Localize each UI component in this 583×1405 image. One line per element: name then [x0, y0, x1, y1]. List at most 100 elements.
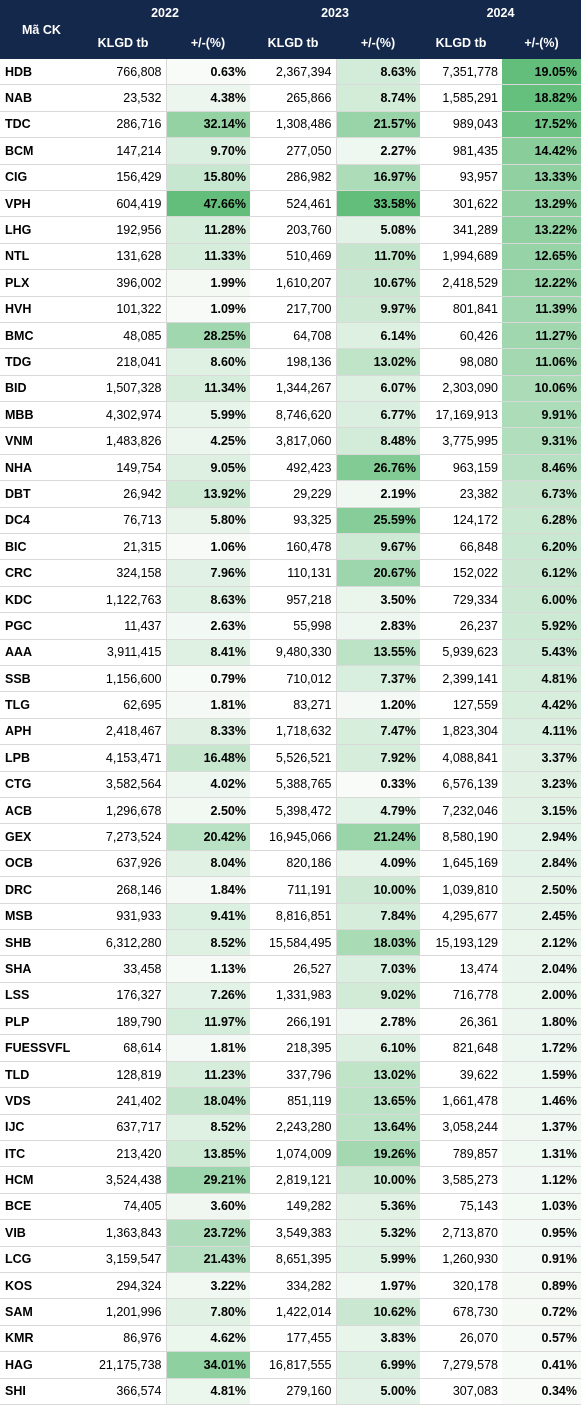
cell-volume-2024: 4,295,677 — [420, 903, 502, 930]
cell-change-2023: 4.09% — [335, 850, 420, 878]
cell-change-2023: 10.00% — [335, 1166, 420, 1194]
cell-volume-2022: 396,002 — [80, 269, 166, 297]
cell-change-2022: 4.25% — [165, 427, 250, 455]
cell-change-2022: 5.80% — [165, 507, 250, 535]
table-row: ACB 1,296,678 2.50% 5,398,472 4.79% 7,232,046… — [0, 797, 581, 825]
cell-code: IJC — [0, 1114, 80, 1142]
cell-change-2024: 2.12% — [502, 929, 581, 957]
cell-volume-2022: 131,628 — [80, 243, 166, 271]
cell-volume-2024: 4,088,841 — [420, 744, 502, 772]
cell-volume-2023: 8,746,620 — [250, 401, 336, 429]
cell-change-2022: 8.52% — [165, 929, 250, 957]
cell-change-2023: 7.84% — [335, 903, 420, 930]
cell-code: SHA — [0, 955, 80, 983]
cell-change-2024: 0.89% — [502, 1272, 581, 1300]
cell-change-2023: 25.59% — [335, 507, 420, 535]
table-row: LHG 192,956 11.28% 203,760 5.08% 341,289 13.22… — [0, 216, 581, 244]
cell-volume-2022: 218,041 — [80, 348, 166, 376]
cell-volume-2023: 1,308,486 — [250, 111, 336, 139]
cell-change-2022: 9.05% — [165, 454, 250, 482]
table-row: KOS 294,324 3.22% 334,282 1.97% 320,178 0.89% — [0, 1272, 581, 1300]
table-row: TLD 128,819 11.23% 337,796 13.02% 39,622 1.59% — [0, 1061, 581, 1089]
cell-volume-2024: 821,648 — [420, 1034, 502, 1062]
cell-change-2022: 32.14% — [165, 111, 250, 139]
header-pct-2024: +/-(%) — [502, 26, 581, 59]
cell-code: GEX — [0, 823, 80, 851]
cell-code: VNM — [0, 427, 80, 455]
cell-change-2024: 17.52% — [502, 111, 581, 139]
cell-code: TLG — [0, 691, 80, 719]
cell-change-2022: 28.25% — [165, 322, 250, 350]
cell-change-2022: 9.41% — [165, 903, 250, 930]
cell-change-2024: 12.65% — [502, 243, 581, 271]
cell-volume-2022: 286,716 — [80, 111, 166, 139]
table-row: PGC 11,437 2.63% 55,998 2.83% 26,237 5.92% — [0, 612, 581, 640]
cell-change-2023: 2.27% — [335, 137, 420, 165]
cell-volume-2022: 366,574 — [80, 1378, 166, 1405]
cell-change-2023: 0.33% — [335, 771, 420, 798]
cell-change-2024: 1.31% — [502, 1140, 581, 1168]
cell-change-2023: 10.67% — [335, 269, 420, 297]
cell-volume-2024: 989,043 — [420, 111, 502, 139]
cell-volume-2022: 156,429 — [80, 164, 166, 191]
cell-change-2023: 7.47% — [335, 718, 420, 746]
cell-code: MSB — [0, 903, 80, 930]
cell-volume-2023: 851,119 — [250, 1087, 336, 1115]
cell-volume-2024: 3,058,244 — [420, 1114, 502, 1142]
cell-change-2024: 0.72% — [502, 1298, 581, 1326]
cell-volume-2023: 64,708 — [250, 322, 336, 350]
cell-volume-2024: 307,083 — [420, 1378, 502, 1405]
cell-volume-2024: 1,645,169 — [420, 850, 502, 878]
cell-change-2022: 11.34% — [165, 375, 250, 403]
cell-change-2024: 12.22% — [502, 269, 581, 297]
cell-change-2023: 2.83% — [335, 612, 420, 640]
cell-change-2024: 11.27% — [502, 322, 581, 350]
cell-code: SAM — [0, 1298, 80, 1326]
cell-volume-2024: 23,382 — [420, 480, 502, 508]
cell-code: KDC — [0, 586, 80, 614]
cell-volume-2024: 2,399,141 — [420, 665, 502, 693]
table-row: PLX 396,002 1.99% 1,610,207 10.67% 2,418,529 1… — [0, 269, 581, 297]
cell-change-2022: 21.43% — [165, 1246, 250, 1273]
cell-change-2024: 10.06% — [502, 375, 581, 403]
cell-change-2024: 13.22% — [502, 216, 581, 244]
cell-change-2023: 2.19% — [335, 480, 420, 508]
cell-code: AAA — [0, 639, 80, 666]
cell-change-2022: 8.60% — [165, 348, 250, 376]
table-row: CTG 3,582,564 4.02% 5,388,765 0.33% 6,576,139… — [0, 771, 581, 798]
cell-change-2023: 7.37% — [335, 665, 420, 693]
cell-change-2023: 26.76% — [335, 454, 420, 482]
cell-volume-2023: 492,423 — [250, 454, 336, 482]
cell-code: NTL — [0, 243, 80, 271]
cell-volume-2023: 711,191 — [250, 876, 336, 904]
cell-volume-2022: 189,790 — [80, 1008, 166, 1036]
cell-change-2024: 1.46% — [502, 1087, 581, 1115]
cell-code: FUESSVFL — [0, 1034, 80, 1062]
table-row: OCB 637,926 8.04% 820,186 4.09% 1,645,169 2.84… — [0, 850, 581, 878]
table-row: SAM 1,201,996 7.80% 1,422,014 10.62% 678,730 0… — [0, 1298, 581, 1326]
cell-volume-2022: 68,614 — [80, 1034, 166, 1062]
cell-code: TLD — [0, 1061, 80, 1089]
cell-volume-2023: 266,191 — [250, 1008, 336, 1036]
cell-volume-2023: 279,160 — [250, 1378, 336, 1405]
cell-change-2022: 1.13% — [165, 955, 250, 983]
cell-volume-2022: 3,911,415 — [80, 639, 166, 666]
cell-change-2022: 18.04% — [165, 1087, 250, 1115]
cell-volume-2022: 637,926 — [80, 850, 166, 878]
table-row: BID 1,507,328 11.34% 1,344,267 6.07% 2,303,09… — [0, 375, 581, 403]
table-row: HAG 21,175,738 34.01% 16,817,555 6.99% 7,279,… — [0, 1351, 581, 1379]
cell-change-2023: 6.77% — [335, 401, 420, 429]
cell-code: DC4 — [0, 507, 80, 535]
cell-volume-2022: 1,122,763 — [80, 586, 166, 614]
cell-change-2024: 8.46% — [502, 454, 581, 482]
cell-code: CIG — [0, 164, 80, 191]
table-row: BCE 74,405 3.60% 149,282 5.36% 75,143 1.03% — [0, 1193, 581, 1221]
cell-change-2023: 1.20% — [335, 691, 420, 719]
cell-volume-2024: 26,237 — [420, 612, 502, 640]
cell-change-2023: 3.50% — [335, 586, 420, 614]
cell-change-2024: 1.80% — [502, 1008, 581, 1036]
cell-change-2023: 13.02% — [335, 348, 420, 376]
cell-volume-2023: 55,998 — [250, 612, 336, 640]
cell-volume-2024: 320,178 — [420, 1272, 502, 1300]
cell-volume-2024: 716,778 — [420, 982, 502, 1010]
